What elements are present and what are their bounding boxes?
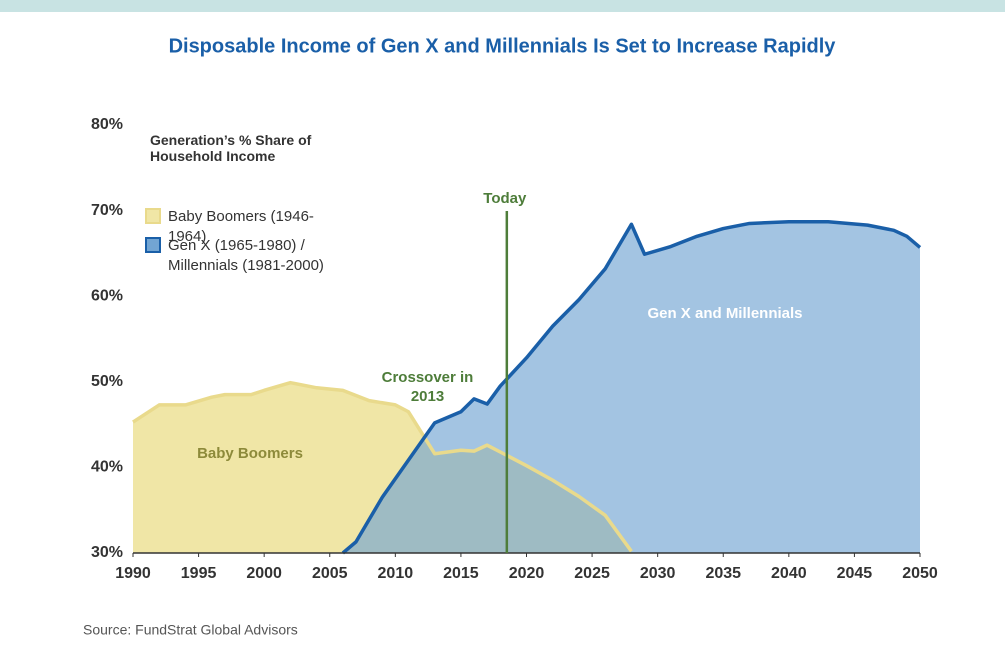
- x-tick-label: 2010: [378, 565, 414, 582]
- x-tick-label: 2030: [640, 565, 676, 582]
- x-tick-label: 2045: [837, 565, 873, 582]
- x-tick-label: 2015: [443, 565, 479, 582]
- legend-title: Generation’s % Share of Household Income: [150, 132, 312, 164]
- x-tick-label: 1995: [181, 565, 217, 582]
- legend-label: Gen X (1965-1980) / Millennials (1981-20…: [168, 237, 324, 274]
- x-tick-label: 2000: [246, 565, 282, 582]
- annotation: Gen X and Millennials: [647, 305, 803, 322]
- y-tick-label: 60%: [91, 287, 123, 304]
- y-tick-label: 30%: [91, 544, 123, 561]
- annotation: Crossover in 2013: [381, 369, 474, 405]
- line: [341, 219, 922, 555]
- legend-swatch: [145, 208, 161, 224]
- y-tick-label: 40%: [91, 459, 123, 476]
- top-band: [0, 0, 1005, 12]
- source: Source: FundStrat Global Advisors: [83, 622, 298, 638]
- line: [132, 380, 633, 553]
- today-label: Today: [483, 190, 527, 207]
- x-tick-label: 2035: [705, 565, 741, 582]
- chart-title: Disposable Income of Gen X and Millennia…: [169, 35, 837, 57]
- x-tick-label: 2050: [902, 565, 938, 582]
- x-tick-label: 2040: [771, 565, 807, 582]
- x-tick-label: 2005: [312, 565, 348, 582]
- legend-label: Baby Boomers (1946-1964): [168, 208, 314, 245]
- annotation: Baby Boomers: [197, 445, 303, 462]
- y-tick-label: 70%: [91, 202, 123, 219]
- x-tick-label: 2020: [509, 565, 545, 582]
- x-tick-label: 1990: [115, 565, 151, 582]
- x-tick-label: 2025: [574, 565, 610, 582]
- area: [342, 221, 920, 553]
- legend-swatch: [145, 237, 161, 253]
- y-tick-label: 50%: [91, 373, 123, 390]
- y-tick-label: 80%: [91, 116, 123, 133]
